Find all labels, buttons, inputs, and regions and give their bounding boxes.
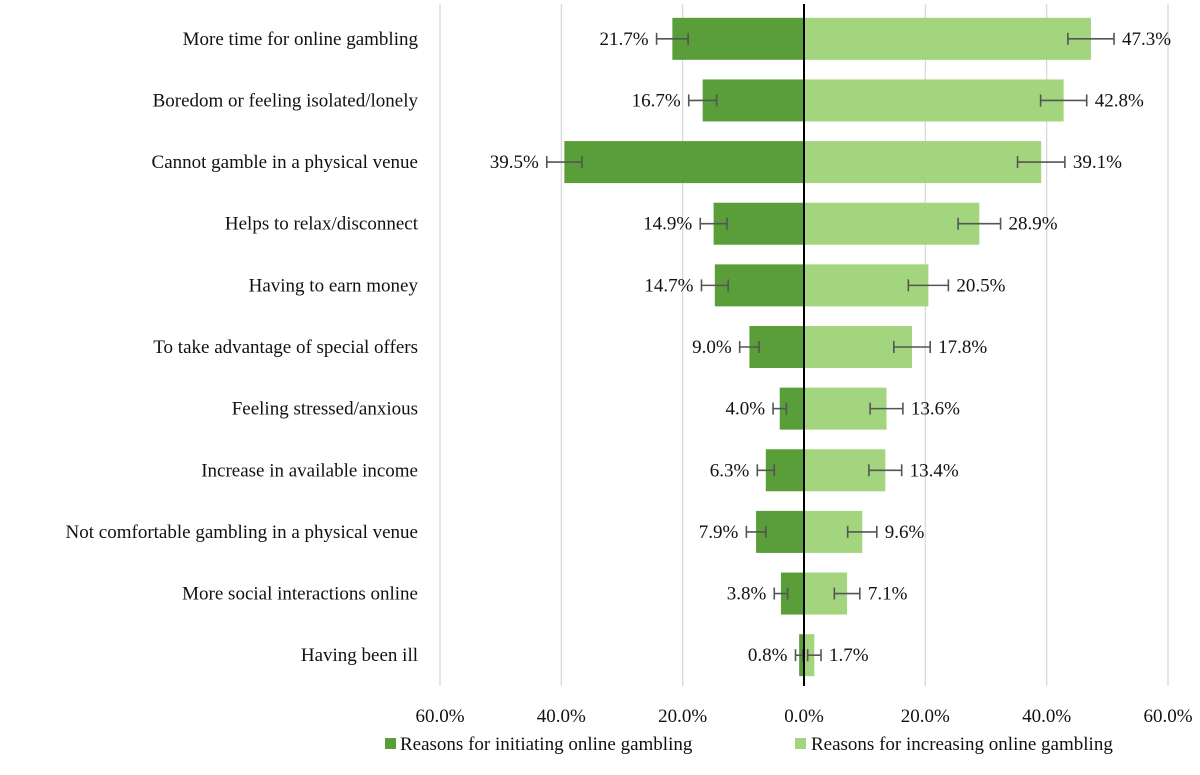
category-label: Cannot gamble in a physical venue [152,152,418,173]
value-label-increasing: 1.7% [829,645,869,666]
value-labels: 21.7% 47.3% 16.7% 42.8% 39.5% 39.1% 14.9% 28.9%… [490,29,1172,666]
value-label-initiating: 21.7% [600,29,649,50]
category-label: To take advantage of special offers [153,337,418,358]
category-label: More social interactions online [182,584,418,605]
legend-label-initiating: Reasons for initiating online gambling [400,734,693,755]
legend-label-increasing: Reasons for increasing online gambling [811,734,1113,755]
value-label-increasing: 42.8% [1095,90,1144,111]
value-label-initiating: 39.5% [490,152,539,173]
value-label-initiating: 4.0% [725,399,765,420]
category-label: Increase in available income [201,460,418,481]
value-label-increasing: 39.1% [1073,152,1122,173]
legend: Reasons for initiating online gambling Re… [385,734,1113,755]
bars [564,17,1091,677]
x-tick-label: 60.0% [1143,706,1192,727]
category-label: Having to earn money [249,275,419,296]
legend-swatch-increasing [795,738,806,749]
value-label-increasing: 20.5% [956,275,1005,296]
value-label-initiating: 14.7% [644,275,693,296]
category-label: Having been ill [301,645,418,666]
bar-initiating [714,264,804,307]
x-tick-label: 20.0% [658,706,707,727]
x-tick-label: 40.0% [537,706,586,727]
bar-initiating [702,79,804,122]
x-tick-label: 20.0% [901,706,950,727]
value-label-increasing: 28.9% [1009,214,1058,235]
value-label-initiating: 16.7% [632,90,681,111]
bar-increasing [804,202,980,245]
value-label-increasing: 13.6% [911,399,960,420]
category-labels: More time for online gambling Boredom or … [66,29,419,666]
value-label-increasing: 13.4% [910,460,959,481]
bar-increasing [804,79,1064,122]
bar-initiating [672,17,804,60]
bar-increasing [804,141,1042,184]
bar-initiating [564,141,804,184]
bar-initiating [713,202,804,245]
value-label-initiating: 6.3% [710,460,750,481]
x-tick-labels: 60.0% 40.0% 20.0% 0.0% 20.0% 40.0% 60.0% [415,706,1192,727]
category-label: Feeling stressed/anxious [232,399,418,420]
value-label-initiating: 0.8% [748,645,788,666]
x-tick-label: 40.0% [1022,706,1071,727]
legend-swatch-initiating [385,738,396,749]
category-label: Not comfortable gambling in a physical v… [66,522,418,543]
value-label-initiating: 7.9% [699,522,739,543]
x-tick-label: 0.0% [784,706,824,727]
error-bars [545,32,1115,662]
value-label-initiating: 3.8% [727,584,767,605]
value-label-increasing: 47.3% [1122,29,1171,50]
category-label: Helps to relax/disconnect [225,214,419,235]
bar-increasing [804,17,1091,60]
value-label-increasing: 7.1% [868,584,908,605]
value-label-increasing: 17.8% [938,337,987,358]
category-label: More time for online gambling [183,29,419,50]
value-label-initiating: 14.9% [643,214,692,235]
x-tick-label: 60.0% [415,706,464,727]
category-label: Boredom or feeling isolated/lonely [153,90,419,111]
value-label-initiating: 9.0% [692,337,732,358]
bar-initiating [780,572,804,615]
value-label-increasing: 9.6% [885,522,925,543]
